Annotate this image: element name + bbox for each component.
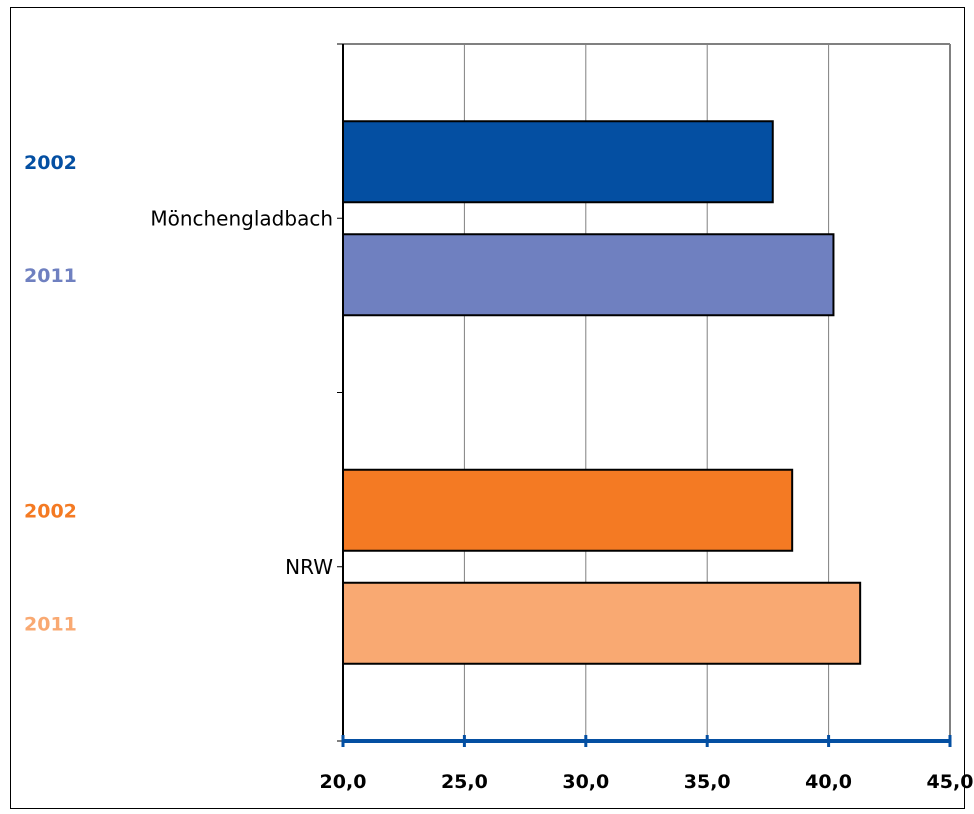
labels: 2002 2011 Mönchengladbach 2002 2011 NRW 20,0 25… [24, 152, 973, 793]
x-tick-label: 20,0 [320, 771, 367, 793]
x-tick-label: 35,0 [684, 771, 731, 793]
legend-label-2002: 2002 [24, 500, 77, 522]
bar-nrw-2011 [342, 581, 862, 665]
x-tick-label: 25,0 [441, 771, 488, 793]
bar-nrw-2002 [342, 468, 794, 552]
legend-label-2002: 2002 [24, 152, 77, 174]
category-label: NRW [285, 555, 333, 579]
bar-mnchengladbach-2002 [342, 120, 774, 204]
bars [342, 120, 862, 665]
axes [337, 43, 952, 747]
x-tick-label: 45,0 [927, 771, 974, 793]
category-label: Mönchengladbach [150, 206, 333, 230]
bar-mnchengladbach-2011 [342, 233, 835, 317]
legend-label-2011: 2011 [24, 265, 77, 287]
x-tick-label: 40,0 [805, 771, 852, 793]
x-tick-label: 30,0 [562, 771, 609, 793]
legend-label-2011: 2011 [24, 613, 77, 635]
